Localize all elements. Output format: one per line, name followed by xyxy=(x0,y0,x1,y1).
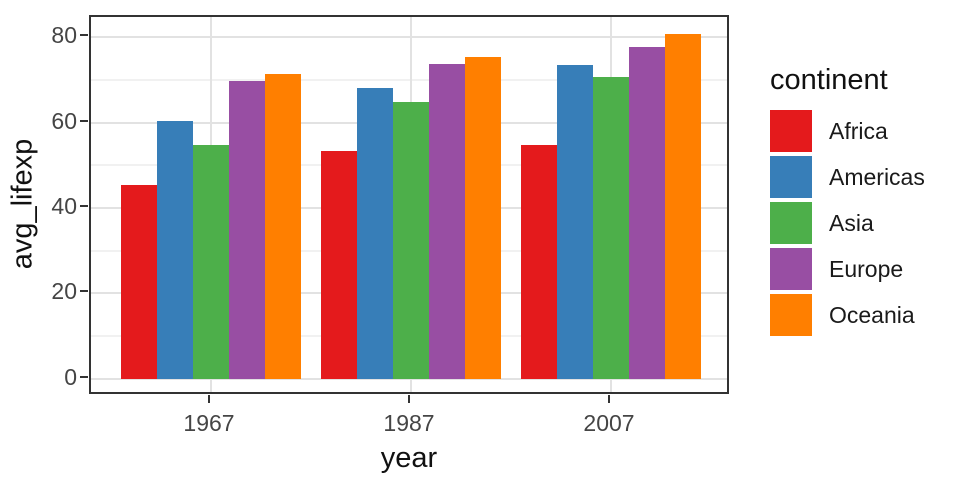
legend-label: Oceania xyxy=(829,301,915,328)
bar-africa-1967 xyxy=(121,185,157,379)
legend-entry-africa: Africa xyxy=(770,110,925,152)
bar-asia-1967 xyxy=(193,145,229,379)
legend-label: Africa xyxy=(829,117,888,144)
y-tick-mark xyxy=(80,375,88,378)
legend-swatch-americas xyxy=(770,156,812,198)
x-tick-label: 2007 xyxy=(583,410,635,436)
legend: continent Africa Americas Asia Europe Oceani… xyxy=(770,64,925,340)
legend-entries: Africa Americas Asia Europe Oceania xyxy=(770,110,925,336)
bar-africa-2007 xyxy=(521,144,557,379)
y-tick-mark xyxy=(80,290,88,293)
legend-label: Asia xyxy=(829,209,874,236)
bar-europe-1967 xyxy=(229,81,265,379)
bar-americas-1967 xyxy=(157,120,193,379)
bar-asia-1987 xyxy=(393,101,429,379)
y-tick-label: 0 xyxy=(64,363,77,390)
bar-europe-2007 xyxy=(629,47,665,379)
bar-asia-2007 xyxy=(593,76,629,379)
gridline-major-y xyxy=(91,377,727,380)
legend-entry-asia: Asia xyxy=(770,202,925,244)
legend-entry-oceania: Oceania xyxy=(770,294,925,336)
bar-africa-1987 xyxy=(321,151,357,379)
x-tick-mark xyxy=(208,395,210,403)
legend-label: Europe xyxy=(829,255,904,282)
gridline-major-y xyxy=(91,36,727,39)
bar-oceania-1987 xyxy=(465,57,501,379)
legend-label: Americas xyxy=(829,163,925,190)
y-axis-title: avg_lifexp xyxy=(6,138,39,270)
legend-swatch-oceania xyxy=(770,294,812,336)
bar-oceania-2007 xyxy=(665,34,701,379)
legend-swatch-europe xyxy=(770,248,812,290)
y-tick-mark xyxy=(80,119,88,122)
legend-entry-americas: Americas xyxy=(770,156,925,198)
gridline-minor-y xyxy=(91,78,727,81)
legend-swatch-asia xyxy=(770,202,812,244)
y-tick-label: 20 xyxy=(51,278,77,305)
bar-americas-2007 xyxy=(557,64,593,379)
plot-panel xyxy=(89,15,729,394)
legend-title: continent xyxy=(770,64,888,96)
bar-americas-1987 xyxy=(357,88,393,379)
y-tick-mark xyxy=(80,205,88,208)
legend-entry-europe: Europe xyxy=(770,248,925,290)
x-tick-mark xyxy=(608,395,610,403)
y-tick-mark xyxy=(80,34,88,37)
x-tick-label: 1967 xyxy=(183,410,235,436)
legend-swatch-africa xyxy=(770,110,812,152)
y-tick-label: 60 xyxy=(51,107,77,134)
x-axis-title: year xyxy=(380,442,438,474)
x-tick-label: 1987 xyxy=(383,410,435,436)
y-tick-label: 80 xyxy=(51,22,77,49)
panel-inner xyxy=(91,17,727,392)
x-tick-mark xyxy=(408,395,410,403)
bar-oceania-1967 xyxy=(265,74,301,379)
bar-europe-1987 xyxy=(429,64,465,379)
